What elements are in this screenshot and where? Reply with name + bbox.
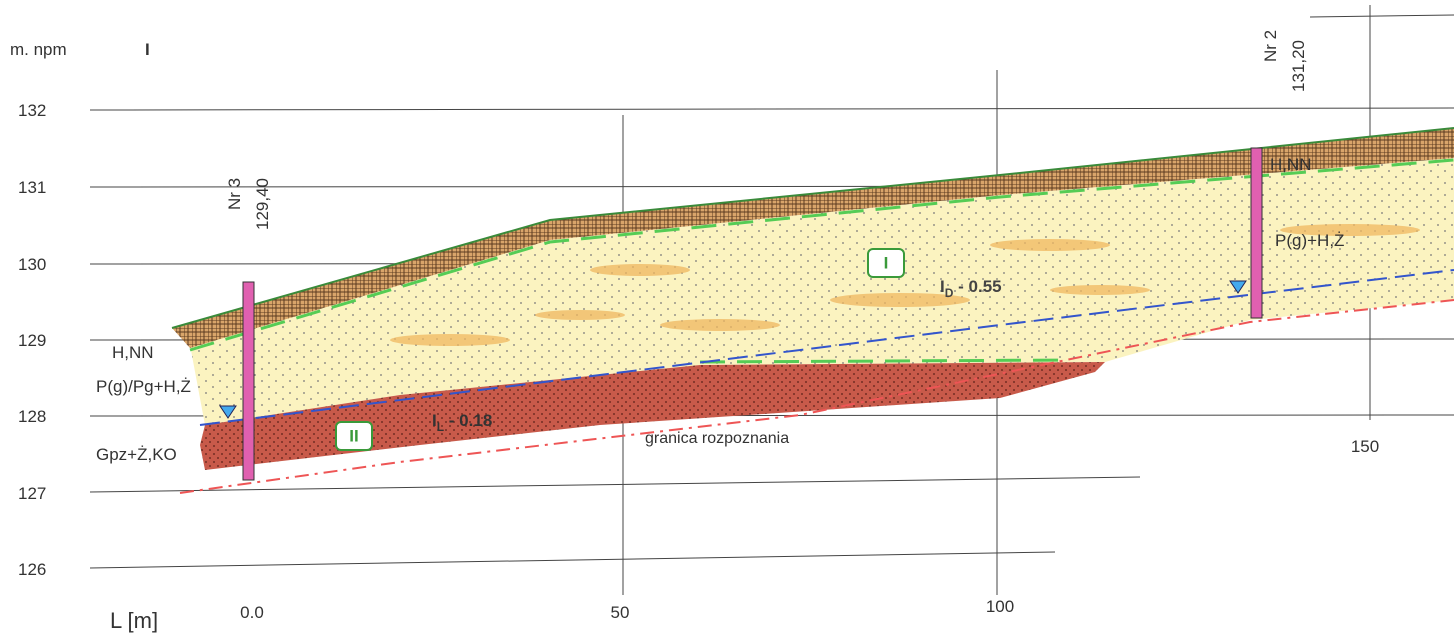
layer-label: H,NN bbox=[1270, 155, 1312, 174]
grid-line bbox=[90, 552, 1055, 568]
y-tick-label: 131 bbox=[18, 178, 46, 197]
subscript: D bbox=[945, 286, 954, 300]
x-tick-label: 50 bbox=[611, 603, 630, 622]
y-axis-label: m. npm bbox=[10, 40, 67, 59]
borehole bbox=[243, 282, 254, 480]
x-tick-label: 100 bbox=[986, 597, 1014, 616]
borehole-name: Nr 3 bbox=[225, 178, 244, 210]
y-ticks: 132 131 130 129 128 127 126 bbox=[18, 101, 46, 579]
section-marker: I bbox=[145, 40, 150, 59]
x-ticks: 0.0 50 100 150 bbox=[240, 437, 1379, 622]
subscript: L bbox=[437, 420, 444, 434]
grid-line bbox=[90, 108, 1454, 110]
x-tick-label: 0.0 bbox=[240, 603, 264, 622]
y-tick-label: 130 bbox=[18, 255, 46, 274]
grid-line bbox=[1310, 15, 1454, 17]
x-axis-label: L [m] bbox=[110, 608, 158, 633]
borehole-elevation: 129,40 bbox=[253, 178, 272, 230]
value: - 0.18 bbox=[444, 411, 492, 430]
y-tick-label: 126 bbox=[18, 560, 46, 579]
borehole bbox=[1251, 148, 1262, 318]
y-tick-label: 129 bbox=[18, 331, 46, 350]
layer-label: P(g)/Pg+H,Ż bbox=[96, 377, 191, 396]
borehole-name: Nr 2 bbox=[1261, 30, 1280, 62]
layer-id: I bbox=[884, 253, 889, 272]
layer-label: Gpz+Ż,KO bbox=[96, 445, 177, 464]
cross-section: Nr 3 129,40 Nr 2 131,20 I II H,NN P(g)/P… bbox=[0, 0, 1454, 641]
borehole-elevation: 131,20 bbox=[1289, 40, 1308, 92]
y-tick-label: 132 bbox=[18, 101, 46, 120]
y-tick-label: 127 bbox=[18, 484, 46, 503]
layer-label: H,NN bbox=[112, 343, 154, 362]
layer-id: II bbox=[349, 426, 358, 445]
value: - 0.55 bbox=[953, 277, 1001, 296]
survey-limit-label: granica rozpoznania bbox=[645, 430, 789, 447]
layer-label: P(g)+H,Ż bbox=[1275, 231, 1344, 250]
y-tick-label: 128 bbox=[18, 407, 46, 426]
x-tick-label: 150 bbox=[1351, 437, 1379, 456]
